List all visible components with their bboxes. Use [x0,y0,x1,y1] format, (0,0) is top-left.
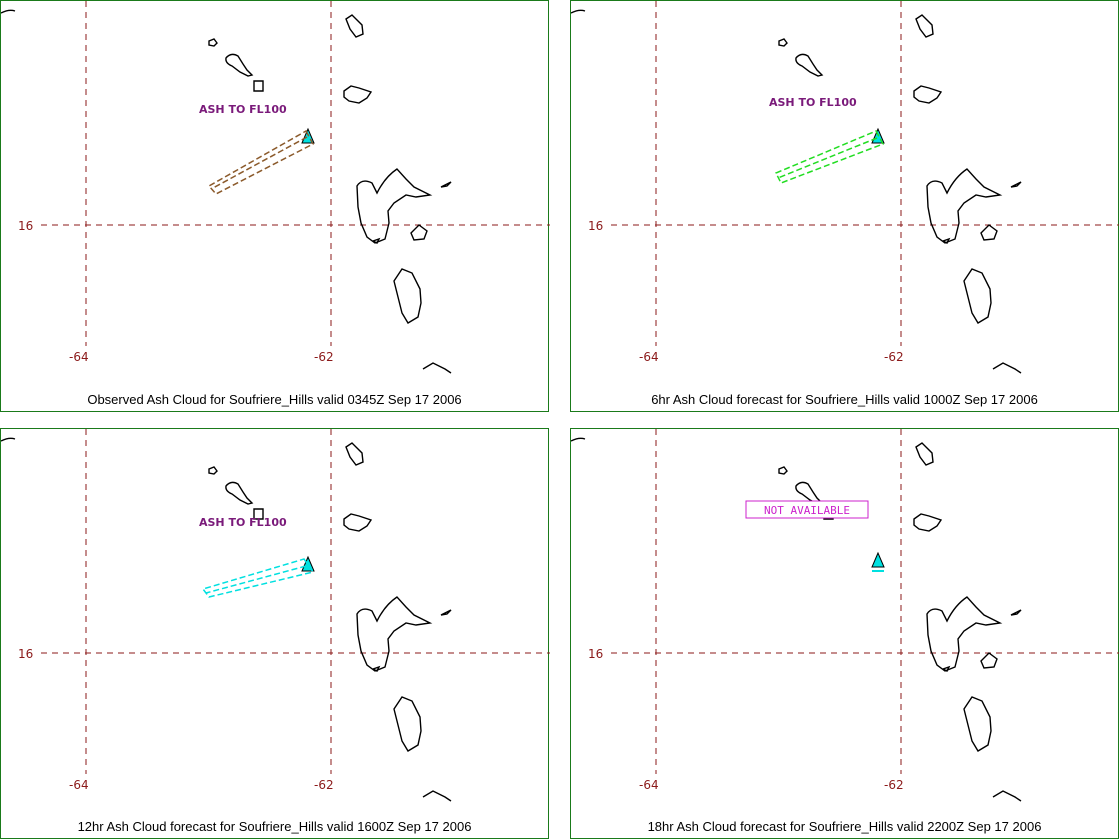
panel-caption: 6hr Ash Cloud forecast for Soufriere_Hil… [651,392,1038,407]
lon-label-64: -64 [69,350,89,364]
map-panel-observed: 16 -64 -62 ASH TO FL100 Observed Ash Clo… [0,0,550,412]
volcano-symbol [871,551,885,572]
grid-lines [611,429,1119,774]
ash-altitude-label: ASH TO FL100 [769,96,857,109]
lon-label-64: -64 [639,350,659,364]
ash-cloud-polygon [201,558,315,598]
map-canvas: 16 -64 -62 NOT AVAILABLE [571,429,1119,802]
not-available-box: NOT AVAILABLE [745,500,869,519]
grid-lines [41,1,550,346]
grid-lines [41,429,550,774]
map-canvas: 16 -64 -62 ASH TO FL100 [1,1,550,374]
lon-label-62: -62 [314,778,334,792]
not-available-label: NOT AVAILABLE [764,504,850,517]
lat-label-16: 16 [18,219,33,233]
lat-label-16: 16 [18,647,33,661]
lon-label-62: -62 [884,350,904,364]
map-canvas: 16 -64 -62 ASH TO FL100 [571,1,1119,374]
coastlines [571,9,1022,374]
lat-label-16: 16 [588,647,603,661]
ash-altitude-label: ASH TO FL100 [199,103,287,116]
ash-altitude-label: ASH TO FL100 [199,516,287,529]
ash-cloud-polygon [207,129,315,195]
lat-label-16: 16 [588,219,603,233]
volcano-symbol [301,555,315,572]
map-panel-6hr: 16 -64 -62 ASH TO FL100 6hr Ash Cloud fo… [570,0,1119,412]
panel-caption: 18hr Ash Cloud forecast for Soufriere_Hi… [647,819,1042,834]
panel-caption: 12hr Ash Cloud forecast for Soufriere_Hi… [77,819,472,834]
lon-label-62: -62 [314,350,334,364]
coastlines [1,437,452,802]
grid-lines [611,1,1119,346]
lon-label-62: -62 [884,778,904,792]
coastlines [571,437,1022,802]
ash-cloud-polygon [774,130,885,184]
map-panel-12hr: 16 -64 -62 ASH TO FL100 12hr Ash Cloud f… [0,428,550,839]
lon-label-64: -64 [639,778,659,792]
map-panel-18hr: 16 -64 -62 NOT AVAILABLE 18hr Ash Cloud … [570,428,1119,839]
coastlines [1,9,452,374]
lon-label-64: -64 [69,778,89,792]
panel-caption: Observed Ash Cloud for Soufriere_Hills v… [87,392,462,407]
map-canvas: 16 -64 -62 ASH TO FL100 [1,429,550,802]
